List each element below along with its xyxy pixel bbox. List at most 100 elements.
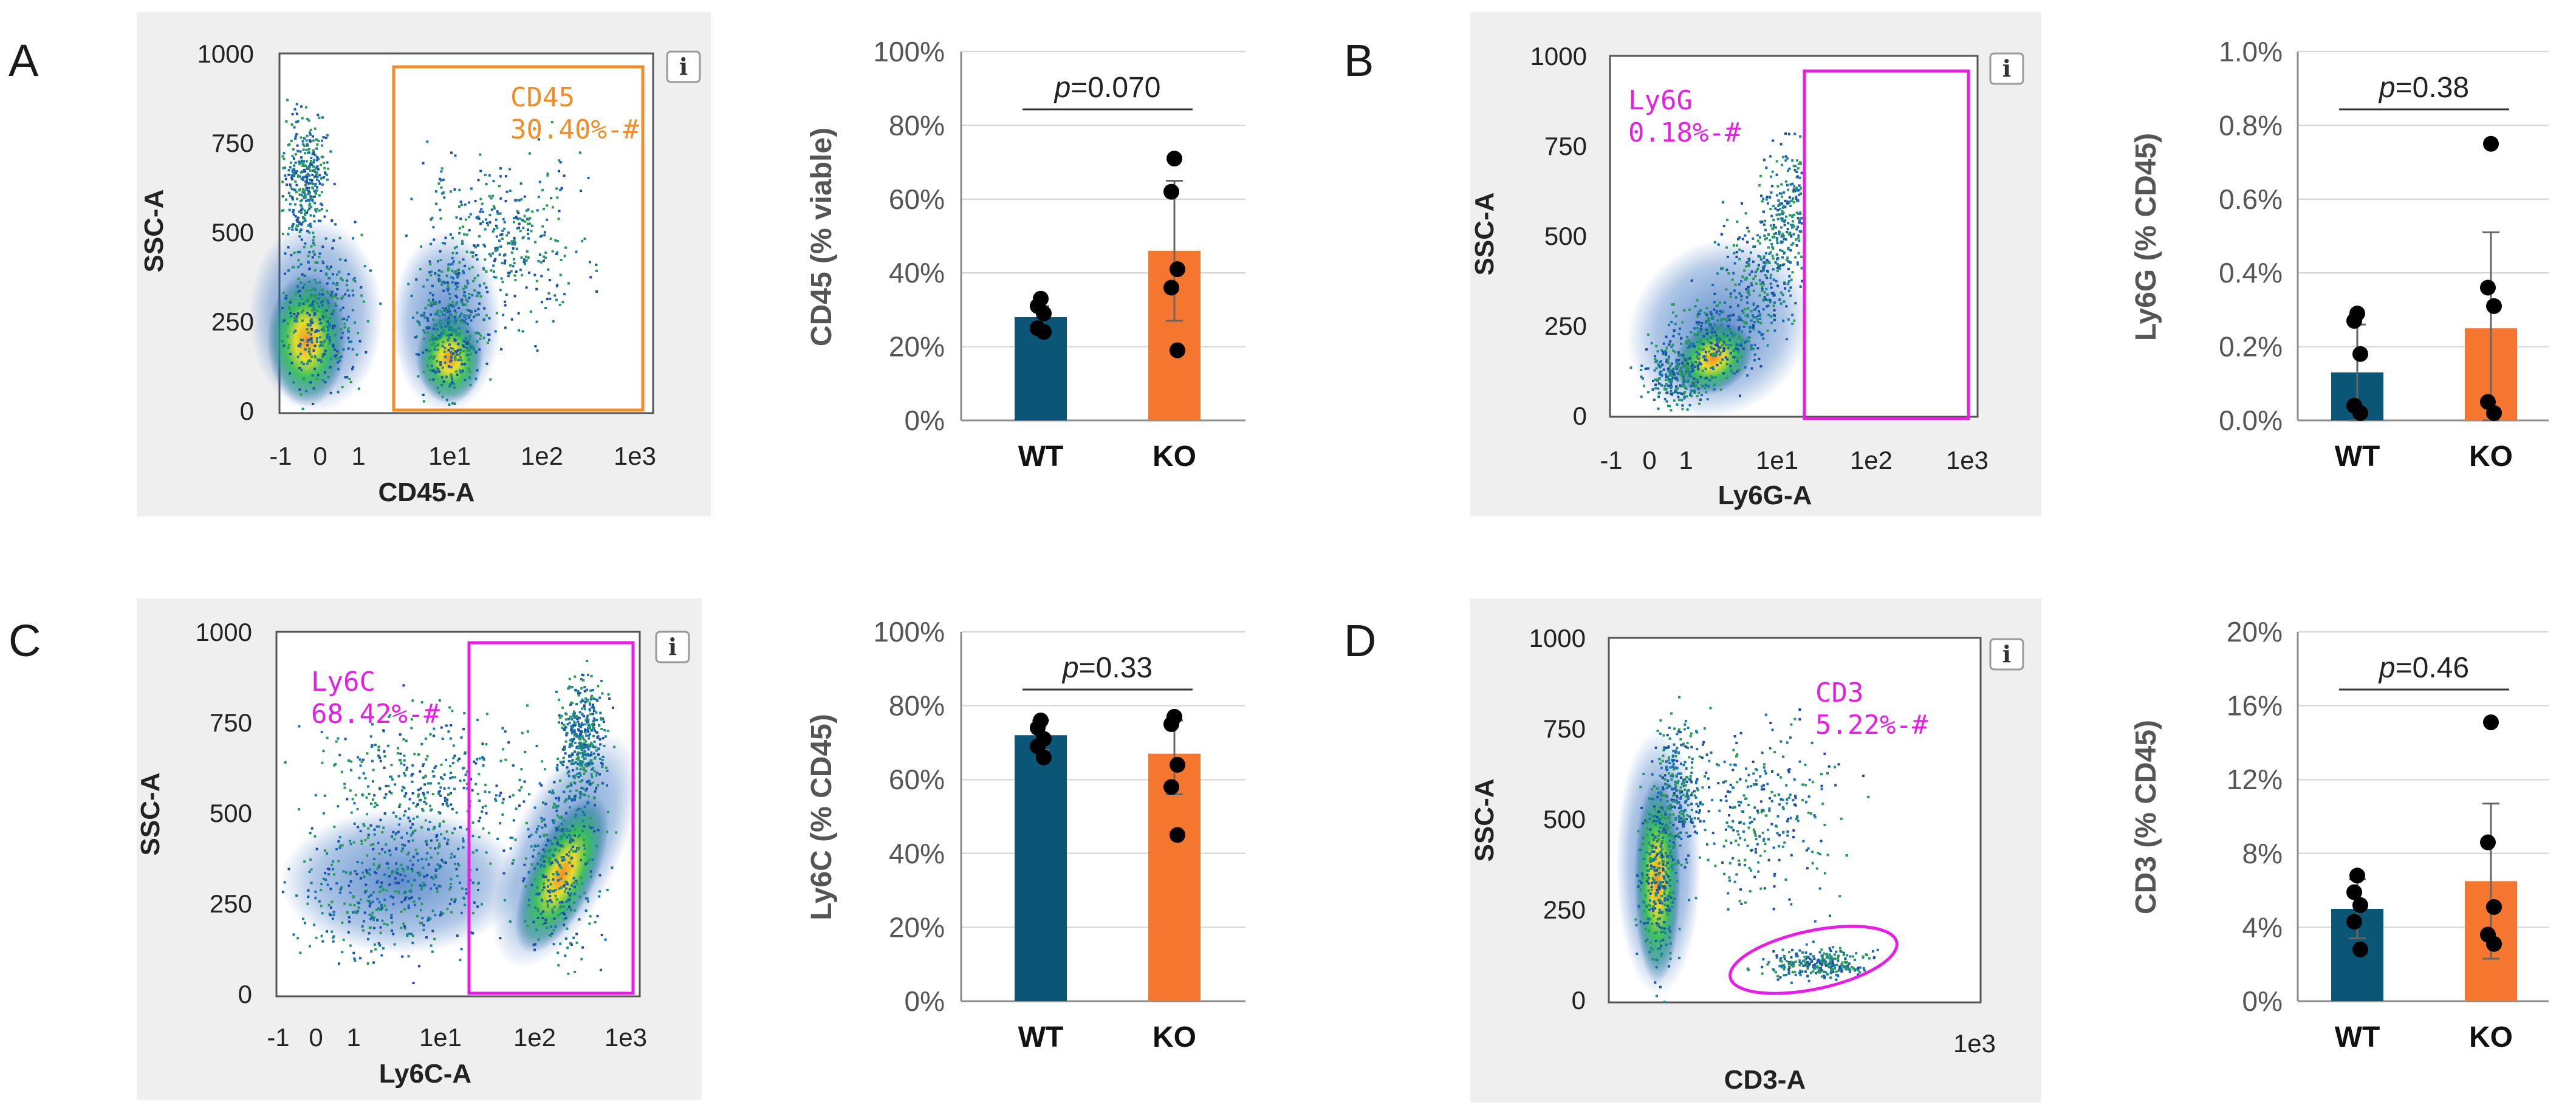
event-dot [446,841,448,844]
event-dot [339,309,342,312]
event-dot [295,191,298,194]
event-dot [1670,775,1673,778]
event-dot [1659,851,1662,854]
event-dot [535,288,538,290]
event-dot [475,216,478,219]
event-dot [432,827,435,830]
event-dot [547,850,550,853]
event-dot [363,824,366,827]
event-dot [438,842,441,845]
event-dot [595,772,598,775]
event-dot [1815,971,1818,974]
event-dot [571,740,574,743]
event-dot [572,715,575,718]
event-dot [523,780,526,783]
event-dot [337,352,340,355]
event-dot [1727,825,1730,828]
info-button-c[interactable]: i [655,631,690,663]
event-dot [1716,319,1719,322]
event-dot [334,324,336,327]
event-dot [560,877,563,880]
event-dot [363,875,366,878]
event-dot [1745,767,1748,770]
event-dot [1770,799,1773,803]
event-dot [523,258,526,261]
event-dot [1771,227,1774,230]
event-dot [1741,202,1743,205]
event-dot [459,369,462,372]
event-dot [1660,370,1663,373]
event-dot [558,303,561,306]
event-dot [1740,342,1742,344]
event-dot [1658,925,1661,928]
event-dot [1681,321,1684,324]
event-dot [294,135,297,138]
event-dot [1695,334,1698,337]
event-dot [567,282,570,285]
event-dot [454,154,457,157]
gate-rectangle-a[interactable] [392,65,645,412]
event-dot [314,891,317,893]
event-dot [579,791,582,794]
event-dot [1762,265,1764,269]
event-dot [1722,225,1725,228]
event-dot [1662,734,1665,737]
event-dot [363,265,366,268]
event-dot [1795,197,1798,200]
event-dot [592,703,594,707]
event-dot [1657,363,1660,366]
event-dot [1769,224,1772,227]
event-dot [292,198,294,201]
event-dot [1759,174,1762,177]
event-dot [524,750,527,753]
event-dot [304,164,307,167]
event-dot [406,933,408,936]
event-dot [329,150,332,153]
event-dot [499,822,502,825]
panel-letter-c: C [9,615,41,666]
event-dot [601,765,604,769]
info-button-a[interactable]: i [666,50,701,83]
event-dot [1766,259,1769,262]
event-dot [444,346,447,349]
event-dot [445,399,448,402]
event-dot [318,255,321,258]
event-dot [437,278,440,281]
event-dot [1716,304,1719,307]
info-icon[interactable] [666,50,701,83]
event-dot [1687,357,1690,360]
event-dot [329,391,332,394]
event-dot [485,286,488,289]
event-dot [1756,239,1759,242]
event-dot [1772,846,1775,849]
event-dot [1739,801,1742,804]
gate-rectangle-c[interactable] [467,641,635,995]
info-icon[interactable] [1989,52,2024,85]
event-dot [1868,957,1871,960]
event-dot [1698,361,1701,364]
event-dot [1697,352,1700,355]
event-dot [1776,185,1780,188]
info-icon[interactable] [655,631,690,663]
event-dot [329,324,332,327]
event-dot [450,351,453,354]
event-dot [478,836,481,838]
event-dot [451,832,454,835]
event-dot [454,898,457,901]
event-dot [453,900,456,903]
info-button-b[interactable]: i [1989,52,2024,85]
gate-rectangle-b[interactable] [1803,69,1970,420]
event-dot [1674,315,1677,318]
event-dot [1650,885,1653,888]
event-dot [443,837,446,840]
event-dot [1837,954,1840,957]
event-dot [1819,967,1822,970]
event-dot [413,903,416,906]
event-dot [410,933,413,936]
event-dot [1735,755,1738,758]
event-dot [542,848,545,851]
event-dot [1733,252,1736,255]
event-dot [475,849,478,852]
event-dot [403,814,406,817]
event-dot [1643,385,1645,388]
